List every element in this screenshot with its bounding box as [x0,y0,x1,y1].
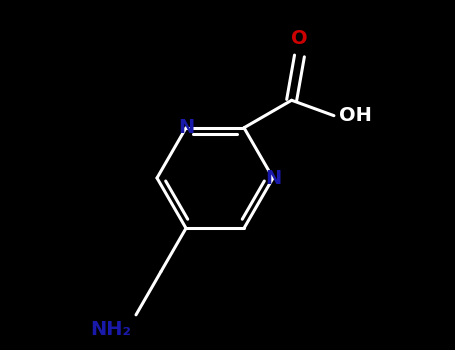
Text: NH₂: NH₂ [90,320,131,339]
Text: OH: OH [339,106,372,125]
Text: O: O [291,29,308,48]
Text: N: N [178,118,194,137]
Text: N: N [265,168,281,188]
